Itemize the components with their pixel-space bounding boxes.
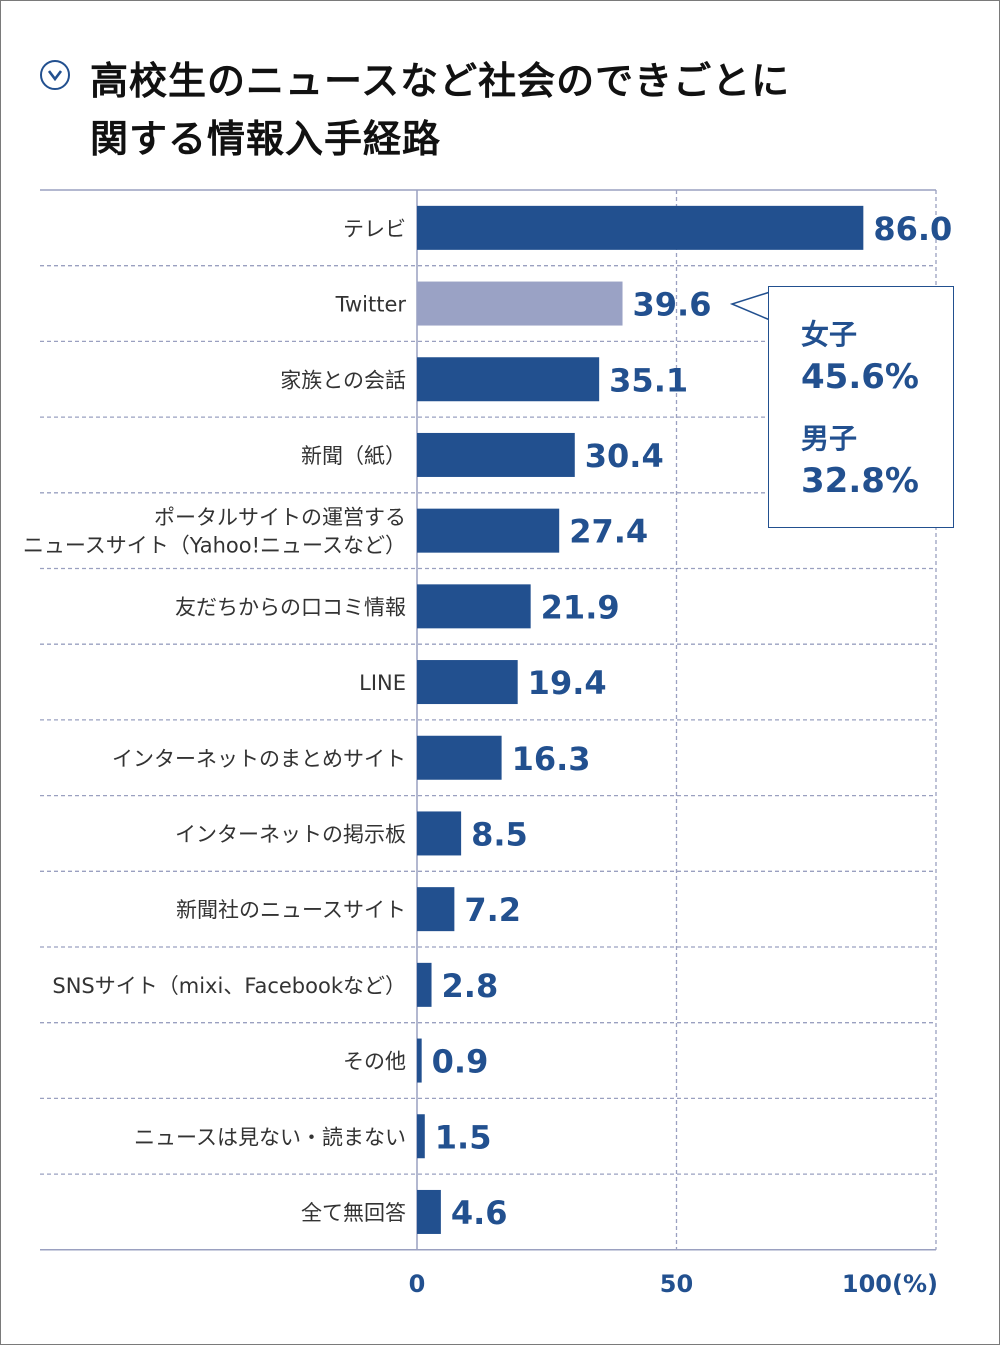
value-label: 86.0 [873, 210, 952, 248]
bar [417, 432, 575, 477]
value-label: 30.4 [585, 437, 664, 475]
value-label: 8.5 [471, 815, 528, 853]
bar [417, 1038, 422, 1083]
value-label: 2.8 [442, 967, 499, 1005]
chart-title-line2: 関する情報入手経路 [90, 117, 442, 161]
category-label: インターネットのまとめサイト [112, 747, 406, 771]
x-tick-label: 0 [409, 1270, 426, 1298]
category-label: ニュースは見ない・読まない [134, 1125, 406, 1149]
bar [417, 584, 531, 629]
category-label: 新聞（紙） [301, 444, 406, 468]
category-label: インターネットの掲示板 [175, 822, 406, 846]
bar [417, 205, 864, 250]
x-tick-label: 100(%) [842, 1270, 938, 1298]
value-label: 0.9 [432, 1043, 489, 1081]
male-label: 男子 [801, 422, 858, 455]
category-label: ニュースサイト（Yahoo!ニュースなど） [23, 534, 406, 558]
bar [417, 962, 432, 1007]
chart-title-line1: 高校生のニュースなど社会のできごとに [90, 59, 791, 103]
category-label: SNSサイト（mixi、Facebookなど） [52, 974, 406, 998]
value-label: 39.6 [633, 286, 712, 324]
value-label: 21.9 [541, 588, 620, 626]
value-label: 7.2 [464, 891, 521, 929]
value-label: 35.1 [609, 361, 688, 399]
bar [417, 887, 455, 932]
category-label: ポータルサイトの運営する [154, 506, 406, 530]
value-label: 1.5 [435, 1118, 492, 1156]
category-label: その他 [343, 1050, 406, 1074]
category-label: 全て無回答 [301, 1201, 406, 1225]
female-value: 45.6% [801, 357, 919, 397]
x-tick-label: 50 [660, 1270, 693, 1298]
bar [417, 1114, 425, 1159]
male-value: 32.8% [801, 461, 919, 501]
category-label: Twitter [335, 293, 407, 317]
value-label: 4.6 [451, 1194, 508, 1232]
bar [417, 811, 462, 856]
female-label: 女子 [801, 318, 858, 351]
category-label: 新聞社のニュースサイト [176, 898, 406, 922]
bar [417, 735, 502, 780]
category-label: 友だちからの口コミ情報 [175, 595, 406, 619]
value-label: 19.4 [528, 664, 607, 702]
bar [417, 357, 600, 402]
gender-breakdown-callout: 女子 45.6% 男子 32.8% [768, 286, 954, 528]
category-label: LINE [359, 671, 406, 695]
value-label: 16.3 [512, 740, 591, 778]
category-label: 家族との会話 [280, 368, 406, 392]
category-label: テレビ [343, 217, 406, 241]
bar [417, 508, 560, 553]
chevron-down-circle-icon [40, 60, 70, 90]
bar [417, 281, 623, 326]
bar [417, 1189, 441, 1234]
bar [417, 660, 518, 705]
value-label: 27.4 [569, 513, 648, 551]
